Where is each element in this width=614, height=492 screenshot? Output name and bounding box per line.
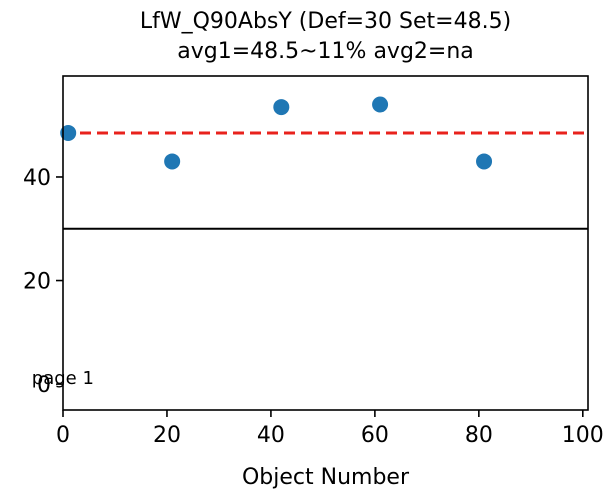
y-tick-label: 40 xyxy=(23,166,51,191)
page-annotation: page 1 xyxy=(32,368,94,389)
x-tick-label: 80 xyxy=(465,423,493,448)
x-tick-label: 40 xyxy=(257,423,285,448)
y-tick-label: 0 xyxy=(37,373,51,398)
x-tick-label: 60 xyxy=(361,423,389,448)
plot-frame xyxy=(62,75,589,411)
x-axis-label: Object Number xyxy=(242,465,410,490)
axes: 0 20 40 60 80 100 0 20 40 xyxy=(23,75,604,448)
data-point xyxy=(164,153,181,170)
y-tick-label: 20 xyxy=(23,270,51,295)
chart-title-line-2: avg1=48.5~11% avg2=na xyxy=(177,39,474,64)
chart-title-line-1: LfW_Q90AbsY (Def=30 Set=48.5) xyxy=(140,9,511,34)
x-tick-label: 0 xyxy=(56,423,70,448)
data-point xyxy=(60,124,77,141)
x-tick-label: 100 xyxy=(562,423,604,448)
data-point xyxy=(476,153,493,170)
x-tick-label: 20 xyxy=(153,423,181,448)
plot-area xyxy=(60,96,588,230)
data-point xyxy=(273,99,290,116)
data-point xyxy=(372,96,389,113)
